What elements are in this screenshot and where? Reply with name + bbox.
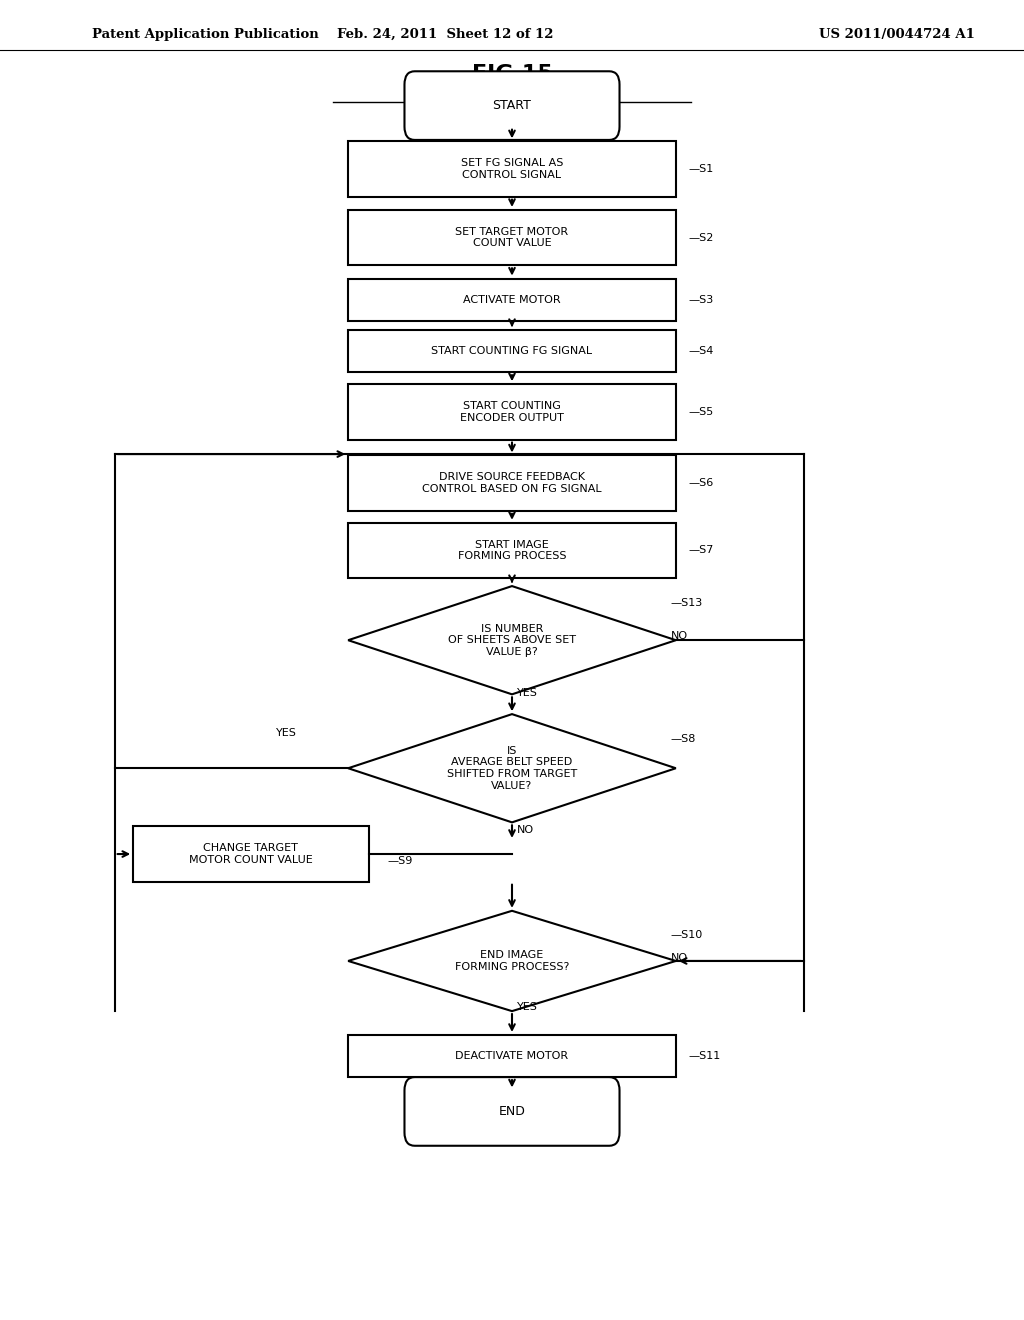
Text: SET TARGET MOTOR
COUNT VALUE: SET TARGET MOTOR COUNT VALUE	[456, 227, 568, 248]
Text: ACTIVATE MOTOR: ACTIVATE MOTOR	[463, 294, 561, 305]
Text: NO: NO	[671, 631, 688, 642]
Text: END IMAGE
FORMING PROCESS?: END IMAGE FORMING PROCESS?	[455, 950, 569, 972]
Bar	[348, 523, 676, 578]
Text: —S6: —S6	[688, 478, 714, 488]
Text: —S7: —S7	[688, 545, 714, 556]
Text: —S5: —S5	[688, 407, 714, 417]
Text: —S11: —S11	[688, 1051, 720, 1061]
Text: SET FG SIGNAL AS
CONTROL SIGNAL: SET FG SIGNAL AS CONTROL SIGNAL	[461, 158, 563, 180]
Polygon shape	[348, 911, 676, 1011]
Text: NO: NO	[671, 953, 688, 964]
Text: —S4: —S4	[688, 346, 714, 356]
Text: YES: YES	[517, 688, 538, 698]
Polygon shape	[348, 586, 676, 694]
Text: MONOCHROME MODE: MONOCHROME MODE	[436, 88, 588, 102]
Text: —S2: —S2	[688, 232, 714, 243]
Text: —S9: —S9	[387, 855, 413, 866]
FancyBboxPatch shape	[404, 71, 620, 140]
Text: END: END	[499, 1105, 525, 1118]
FancyBboxPatch shape	[404, 1077, 620, 1146]
Text: YES: YES	[517, 1002, 538, 1012]
Text: —S3: —S3	[688, 294, 714, 305]
Text: US 2011/0044724 A1: US 2011/0044724 A1	[819, 28, 975, 41]
Bar	[348, 210, 676, 265]
Text: START IMAGE
FORMING PROCESS: START IMAGE FORMING PROCESS	[458, 540, 566, 561]
Bar	[348, 141, 676, 197]
Bar	[348, 455, 676, 511]
Text: —S13: —S13	[671, 598, 702, 609]
Text: CHANGE TARGET
MOTOR COUNT VALUE: CHANGE TARGET MOTOR COUNT VALUE	[189, 843, 312, 865]
Text: FIG.15: FIG.15	[472, 63, 552, 84]
Text: —S1: —S1	[688, 164, 714, 174]
Bar	[133, 826, 369, 882]
Text: START: START	[493, 99, 531, 112]
Text: —S10: —S10	[671, 929, 702, 940]
Bar	[348, 279, 676, 321]
Text: IS
AVERAGE BELT SPEED
SHIFTED FROM TARGET
VALUE?: IS AVERAGE BELT SPEED SHIFTED FROM TARGE…	[446, 746, 578, 791]
Text: Feb. 24, 2011  Sheet 12 of 12: Feb. 24, 2011 Sheet 12 of 12	[337, 28, 554, 41]
Text: NO: NO	[517, 825, 535, 836]
Bar	[348, 1035, 676, 1077]
Text: YES: YES	[276, 727, 297, 738]
Text: START COUNTING FG SIGNAL: START COUNTING FG SIGNAL	[431, 346, 593, 356]
Text: DEACTIVATE MOTOR: DEACTIVATE MOTOR	[456, 1051, 568, 1061]
Bar	[348, 384, 676, 440]
Bar	[348, 330, 676, 372]
Text: START COUNTING
ENCODER OUTPUT: START COUNTING ENCODER OUTPUT	[460, 401, 564, 422]
Text: DRIVE SOURCE FEEDBACK
CONTROL BASED ON FG SIGNAL: DRIVE SOURCE FEEDBACK CONTROL BASED ON F…	[422, 473, 602, 494]
Text: IS NUMBER
OF SHEETS ABOVE SET
VALUE β?: IS NUMBER OF SHEETS ABOVE SET VALUE β?	[449, 623, 575, 657]
Text: —S8: —S8	[671, 734, 696, 744]
Text: Patent Application Publication: Patent Application Publication	[92, 28, 318, 41]
Polygon shape	[348, 714, 676, 822]
